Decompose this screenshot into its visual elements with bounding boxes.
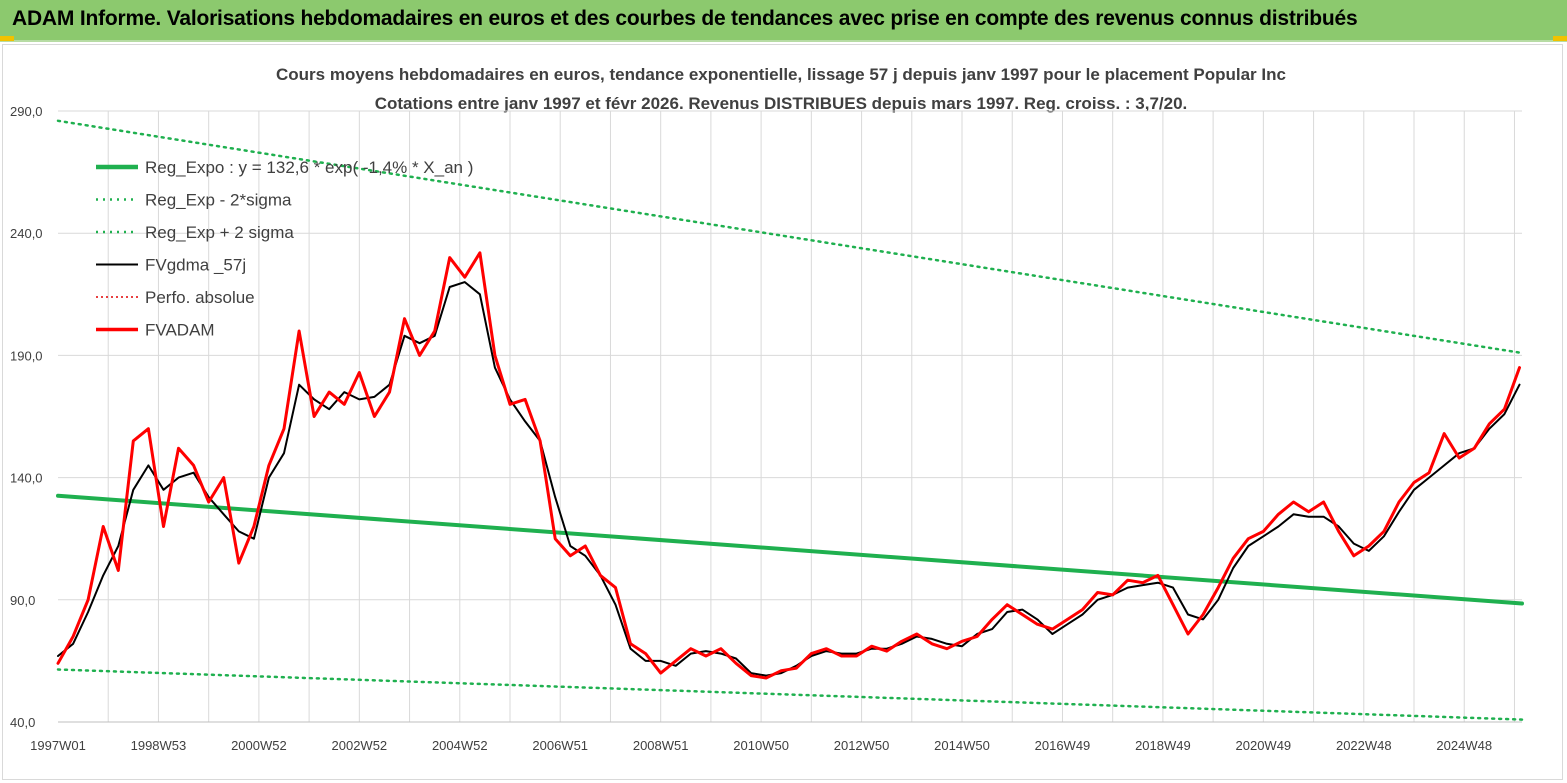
x-tick-label: 2022W48 xyxy=(1336,738,1392,753)
x-tick-label: 1998W53 xyxy=(131,738,187,753)
legend-label: Perfo. absolue xyxy=(145,288,255,307)
x-tick-label: 1997W01 xyxy=(30,738,86,753)
x-tick-label: 2006W51 xyxy=(532,738,588,753)
x-tick-label: 2012W50 xyxy=(834,738,890,753)
series-line-3 xyxy=(57,281,1521,677)
legend-label: Reg_Expo : y = 132,6 * exp( -1,4% * X_an… xyxy=(145,158,473,177)
gridlines xyxy=(58,110,1522,723)
x-tick-label: 2014W50 xyxy=(934,738,990,753)
series-line-5 xyxy=(56,251,1521,680)
y-tick-label: 140,0 xyxy=(10,471,43,486)
legend-label: FVADAM xyxy=(145,321,215,340)
x-tick-label: 2010W50 xyxy=(733,738,789,753)
x-tick-label: 2016W49 xyxy=(1035,738,1091,753)
x-tick-label: 2002W52 xyxy=(332,738,388,753)
x-tick-label: 2008W51 xyxy=(633,738,689,753)
chart-frame xyxy=(2,44,1563,780)
y-tick-label: 240,0 xyxy=(10,226,43,241)
x-tick-label: 2024W48 xyxy=(1436,738,1492,753)
x-tick-label: 2004W52 xyxy=(432,738,488,753)
x-axis-ticks: 1997W01 1998W53 2000W52 2002W52 2004W52 2006W… xyxy=(30,738,1492,753)
report-banner: ADAM Informe. Valorisations hebdomadaire… xyxy=(0,0,1567,42)
series-line-2 xyxy=(56,119,1524,355)
x-tick-label: 2018W49 xyxy=(1135,738,1191,753)
y-axis-ticks: 290,0 240,0 190,0 140,0 90,0 40,0 xyxy=(10,104,43,730)
y-tick-label: 190,0 xyxy=(10,348,43,363)
x-tick-label: 2020W49 xyxy=(1236,738,1292,753)
series-line-1 xyxy=(56,668,1524,721)
legend-label: Reg_Exp + 2 sigma xyxy=(145,223,294,242)
x-tick-label: 2000W52 xyxy=(231,738,287,753)
report-title: ADAM Informe. Valorisations hebdomadaire… xyxy=(12,7,1358,30)
legend-label: Reg_Exp - 2*sigma xyxy=(145,191,292,210)
chart-subtitle: Cotations entre janv 1997 et févr 2026. … xyxy=(375,94,1188,113)
series-line-0 xyxy=(56,493,1524,606)
legend: Reg_Expo : y = 132,6 * exp( -1,4% * X_an… xyxy=(96,158,473,340)
y-tick-label: 40,0 xyxy=(10,715,35,730)
banner-corner-right xyxy=(1553,36,1567,41)
chart-title: Cours moyens hebdomadaires en euros, ten… xyxy=(276,65,1286,84)
y-tick-label: 290,0 xyxy=(10,104,43,119)
series-lines xyxy=(56,119,1524,721)
legend-label: FVgdma _57j xyxy=(145,256,246,275)
banner-corner-left xyxy=(0,36,14,41)
y-tick-label: 90,0 xyxy=(10,593,35,608)
